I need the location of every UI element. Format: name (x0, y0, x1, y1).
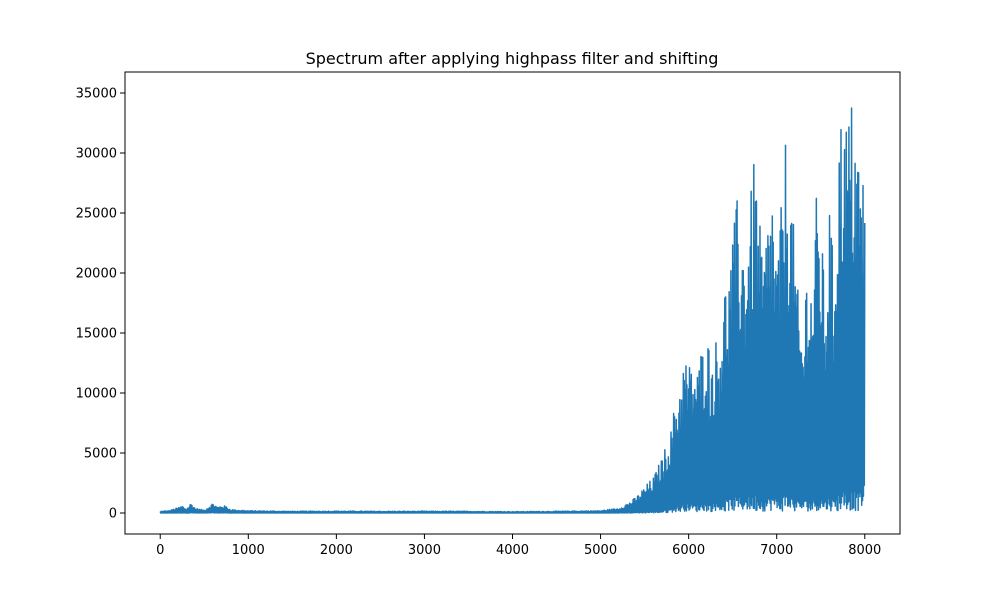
y-tick-label: 5000 (84, 447, 117, 462)
y-tick-label: 25000 (76, 207, 117, 222)
x-tick-label: 1000 (232, 543, 265, 558)
y-tick-label: 35000 (76, 87, 117, 102)
x-tick-label: 4000 (496, 543, 529, 558)
series-line (159, 107, 866, 514)
x-axis: 0 1000 2000 3000 4000 5000 6000 7000 8000 (156, 534, 881, 558)
y-tick-label: 20000 (76, 267, 117, 282)
x-tick-label: 6000 (672, 543, 705, 558)
y-tick-label: 10000 (76, 387, 117, 402)
plot-area (159, 107, 866, 514)
y-tick-label: 0 (109, 507, 117, 522)
y-tick-label: 15000 (76, 327, 117, 342)
chart-title: Spectrum after applying highpass filter … (306, 49, 719, 68)
x-tick-label: 8000 (848, 543, 881, 558)
y-tick-label: 30000 (76, 147, 117, 162)
x-tick-label: 5000 (584, 543, 617, 558)
y-axis: 0 5000 10000 15000 20000 25000 30000 35000 (76, 87, 125, 522)
x-tick-label: 7000 (760, 543, 793, 558)
x-tick-label: 3000 (408, 543, 441, 558)
x-tick-label: 0 (156, 543, 164, 558)
x-tick-label: 2000 (320, 543, 353, 558)
